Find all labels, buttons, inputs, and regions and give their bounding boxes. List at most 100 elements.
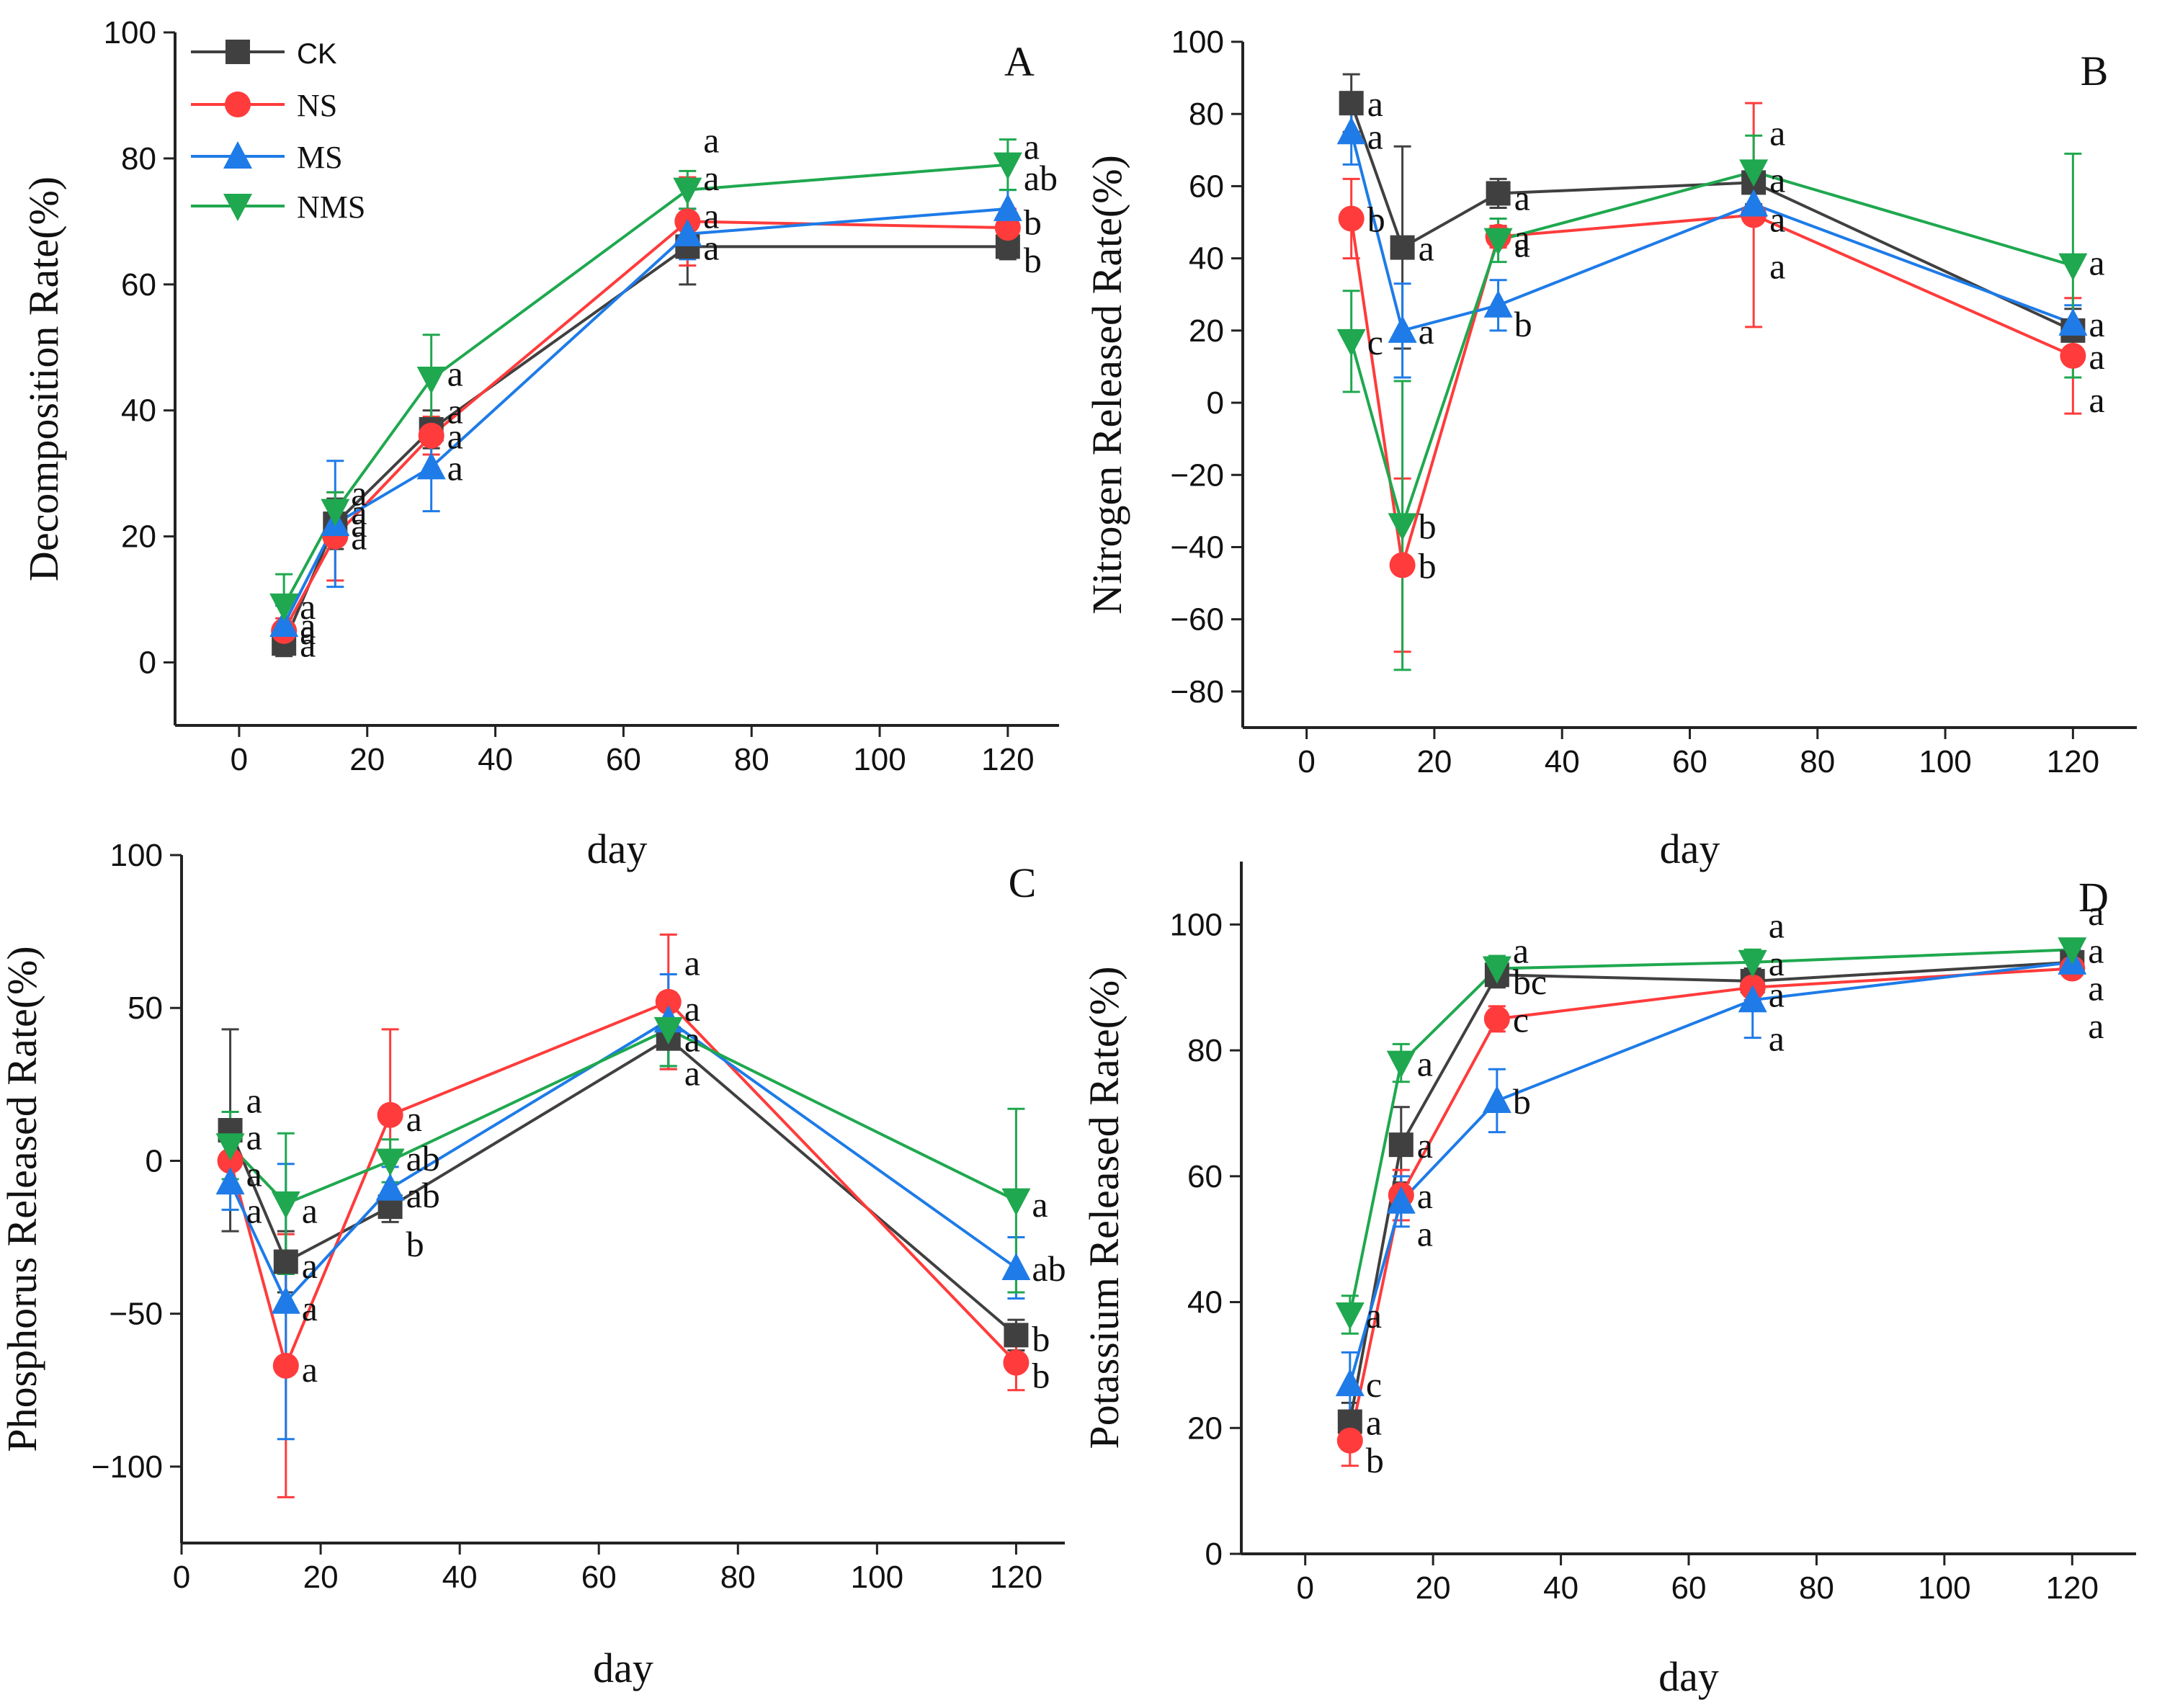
significance-letter: a xyxy=(1419,311,1434,352)
significance-letter: a xyxy=(447,391,463,432)
data-point xyxy=(1386,1186,1416,1214)
data-point xyxy=(2058,937,2087,965)
y-tick-label: −20 xyxy=(1170,457,1224,493)
x-tick-label: 60 xyxy=(606,742,641,777)
legend-marker xyxy=(223,194,252,221)
y-tick-label: 20 xyxy=(121,519,156,555)
significance-letter: a xyxy=(1769,159,1785,200)
data-point xyxy=(2058,308,2088,336)
panel-label: D xyxy=(2078,874,2109,921)
data-point xyxy=(1739,159,1769,187)
x-tick-label: 60 xyxy=(1671,1570,1707,1606)
y-tick-label: 20 xyxy=(1187,1410,1223,1446)
data-point xyxy=(2060,342,2086,369)
x-tick-label: 0 xyxy=(1296,1570,1313,1606)
x-axis-label: day xyxy=(1658,1653,1719,1700)
significance-letter: a xyxy=(1769,943,1785,983)
data-point xyxy=(993,193,1022,221)
y-tick-label: −100 xyxy=(91,1449,163,1485)
y-tick-label: 60 xyxy=(1187,1159,1223,1194)
legend-item-ck: CK xyxy=(191,38,337,70)
x-tick-label: 80 xyxy=(1799,1570,1834,1606)
x-tick-label: 20 xyxy=(303,1560,339,1595)
data-point xyxy=(1336,328,1366,357)
data-point xyxy=(271,1286,300,1314)
data-point xyxy=(1335,1302,1365,1331)
significance-letter: a xyxy=(684,1052,700,1093)
significance-letter: a xyxy=(351,517,367,558)
y-tick-label: 100 xyxy=(110,838,163,873)
significance-letter: a xyxy=(2088,893,2104,933)
significance-letter: a xyxy=(684,1019,700,1060)
y-tick-label: 60 xyxy=(1189,169,1224,204)
panel-a: 0 20 40 60 80 100 120 0 20 40 60 80 100 day Decomposit… xyxy=(20,15,1059,872)
panel-label: C xyxy=(1009,859,1037,906)
significance-letter: a xyxy=(302,1246,318,1286)
y-tick-label: 0 xyxy=(139,645,156,681)
x-tick-label: 80 xyxy=(720,1560,756,1595)
significance-letter: a xyxy=(1417,1044,1433,1084)
significance-letter: a xyxy=(300,586,316,627)
y-tick-label: 40 xyxy=(1187,1285,1223,1320)
panel-b: 0 20 40 60 80 100 120 −80 −60 −40 −20 0 20 40 60 80 100 d… xyxy=(1084,24,2137,872)
significance-letter: a xyxy=(1366,1403,1382,1443)
data-point xyxy=(1483,1006,1510,1032)
data-point xyxy=(273,1249,298,1274)
data-point xyxy=(1335,1369,1365,1397)
legend-label: CK xyxy=(297,38,337,70)
data-point xyxy=(1001,1188,1031,1216)
y-tick-label: 80 xyxy=(121,141,156,176)
y-tick-label: −80 xyxy=(1170,674,1224,710)
x-tick-label: 120 xyxy=(981,742,1034,777)
significance-letter: a xyxy=(2089,243,2104,283)
data-point xyxy=(1739,189,1769,217)
significance-letter: a xyxy=(1417,1176,1433,1216)
significance-letter: b xyxy=(1419,506,1437,546)
legend-marker xyxy=(225,40,250,64)
panel-c: 0 20 40 60 80 100 120 −100 −50 0 50 100 day Phosphoru… xyxy=(0,838,1066,1691)
legend-label: MS xyxy=(297,140,343,175)
data-point xyxy=(1738,949,1767,978)
data-point xyxy=(217,1148,244,1174)
x-axis-label: day xyxy=(593,1645,653,1691)
y-tick-label: 0 xyxy=(1207,385,1224,421)
significance-letter: b xyxy=(1419,546,1437,586)
data-point xyxy=(321,498,350,527)
significance-letter: a xyxy=(1417,1213,1433,1253)
significance-letter: b xyxy=(1367,200,1385,240)
data-point xyxy=(215,1133,245,1161)
x-axis-label: day xyxy=(587,826,648,872)
data-point xyxy=(1003,1349,1030,1376)
significance-letter: a xyxy=(406,1099,422,1139)
legend-item-ns: NS xyxy=(191,88,337,123)
data-point xyxy=(416,452,446,480)
significance-letter: a xyxy=(1366,1295,1382,1336)
data-point xyxy=(2058,253,2088,281)
data-point xyxy=(375,1148,405,1176)
x-tick-label: 20 xyxy=(1416,1570,1451,1606)
y-tick-label: 40 xyxy=(1189,241,1224,277)
significance-letter: b xyxy=(1024,202,1042,242)
y-axis-label: Decomposition Rate(%) xyxy=(20,176,67,581)
data-point xyxy=(375,1173,405,1201)
significance-letter: a xyxy=(2089,380,2104,420)
x-tick-label: 120 xyxy=(990,1560,1042,1595)
data-point xyxy=(1483,290,1513,318)
significance-letter: b xyxy=(1032,1319,1050,1359)
y-tick-label: −50 xyxy=(109,1297,163,1332)
significance-letter: b xyxy=(1513,1081,1531,1122)
data-point xyxy=(1001,1253,1031,1280)
data-point xyxy=(673,218,702,246)
y-axis-label: Phosphorus Released Rate(%) xyxy=(0,946,45,1452)
x-tick-label: 100 xyxy=(853,742,906,777)
legend-item-nms: NMS xyxy=(191,189,365,225)
data-point xyxy=(271,1191,300,1219)
x-tick-label: 0 xyxy=(1298,744,1315,779)
significance-letter: a xyxy=(1024,126,1040,166)
legend-item-ms: MS xyxy=(191,140,343,175)
y-tick-label: 80 xyxy=(1187,1033,1223,1068)
legend-marker xyxy=(223,141,252,169)
panel-d: 0 20 40 60 80 100 120 0 20 40 60 80 100 day Potassium … xyxy=(1081,862,2136,1700)
x-tick-label: 60 xyxy=(1672,744,1707,779)
significance-letter: a xyxy=(703,158,719,198)
